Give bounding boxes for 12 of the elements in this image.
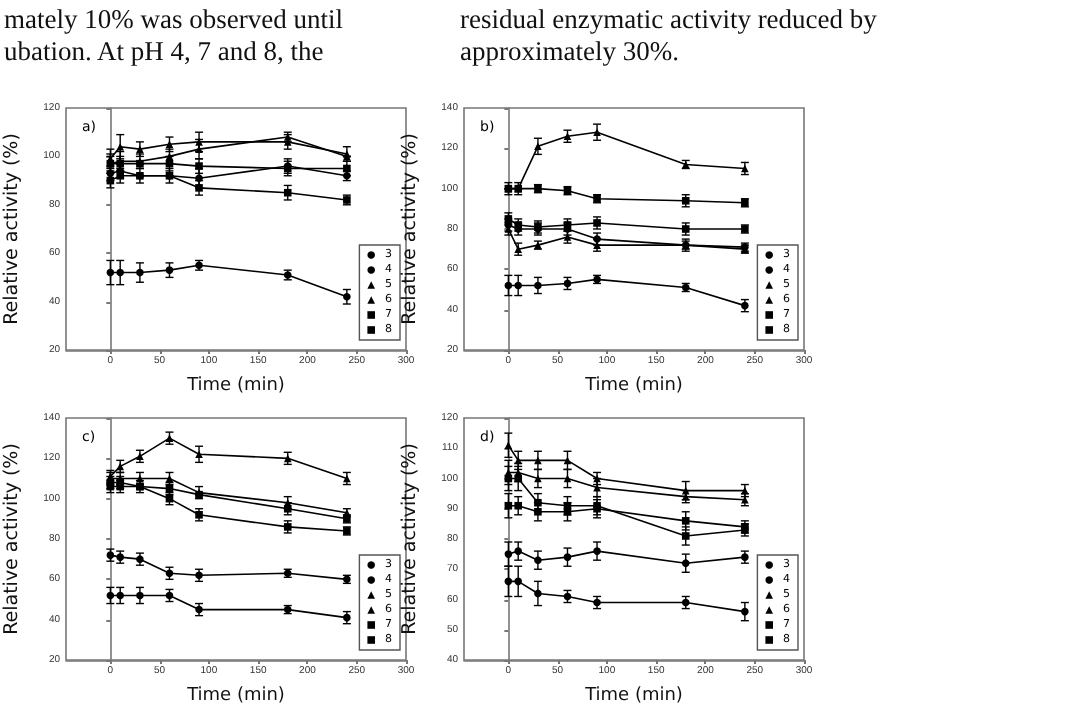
- x-axis-title: Time (min): [583, 375, 683, 396]
- x-axis-title: Time (min): [583, 685, 683, 704]
- y-axis-title: Relative activity (%): [398, 443, 421, 635]
- x-axis-title: Time (min): [185, 685, 285, 704]
- x-axis-title: Time (min): [185, 375, 285, 396]
- text: approximately 30%.: [460, 36, 681, 68]
- y-axis-title: Relative activity (%): [0, 133, 23, 325]
- text: ubation. At pH 4, 7 and 8, the: [4, 36, 326, 68]
- text: mately 10% was observed until: [4, 4, 345, 36]
- y-axis-title: Relative activity (%): [0, 443, 23, 635]
- y-axis-title: Relative activity (%): [398, 133, 421, 325]
- text: residual enzymatic activity reduced by: [460, 4, 879, 36]
